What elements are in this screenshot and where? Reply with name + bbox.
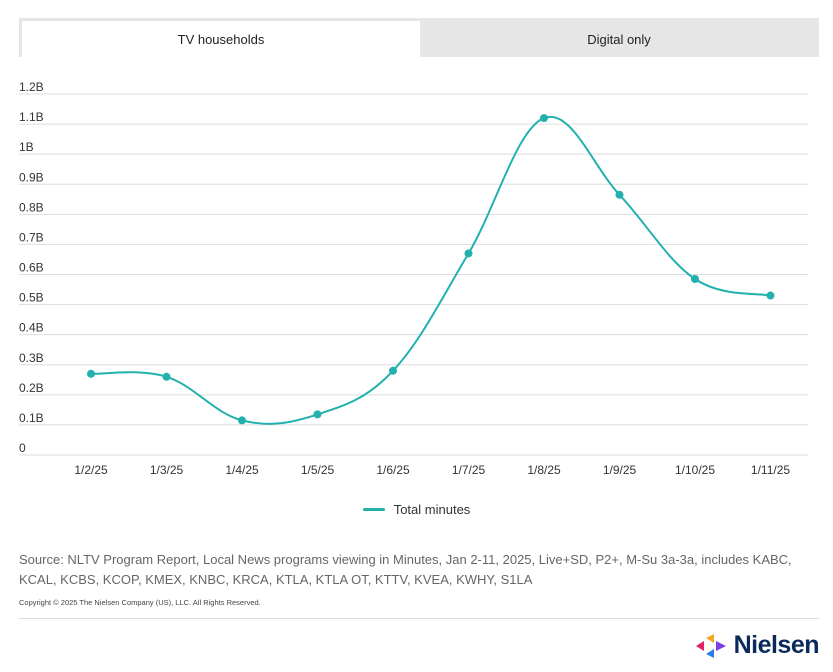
nielsen-logo: Nielsen (694, 631, 820, 660)
y-tick-label: 0 (19, 441, 26, 455)
nielsen-logo-text: Nielsen (733, 631, 820, 659)
y-tick-label: 0.2B (19, 381, 44, 395)
y-tick-label: 1.2B (19, 80, 44, 94)
y-tick-label: 1B (19, 140, 34, 154)
x-tick-label: 1/6/25 (376, 463, 410, 477)
data-point (766, 291, 775, 300)
series-line (90, 115, 771, 425)
x-tick-label: 1/11/25 (751, 463, 790, 477)
x-tick-label: 1/8/25 (527, 463, 561, 477)
y-tick-label: 0.4B (19, 321, 44, 335)
data-point (540, 114, 548, 123)
y-tick-label: 0.5B (19, 291, 44, 305)
source-note: Source: NLTV Program Report, Local News … (19, 552, 792, 587)
y-tick-label: 0.8B (19, 200, 44, 214)
data-point (238, 416, 246, 425)
tab-digital-only[interactable]: Digital only (420, 21, 818, 57)
data-point (87, 369, 95, 378)
data-point (615, 190, 624, 199)
x-tick-label: 1/9/25 (603, 463, 637, 477)
x-tick-label: 1/5/25 (301, 463, 335, 477)
x-tick-label: 1/7/25 (452, 463, 486, 477)
data-point (313, 410, 322, 419)
chart-legend[interactable]: Total minutes (0, 502, 833, 517)
x-tick-label: 1/10/25 (675, 463, 715, 477)
tab-bar: TV households Digital only (19, 18, 819, 57)
legend-label: Total minutes (393, 502, 471, 517)
y-tick-label: 0.7B (19, 230, 44, 244)
data-point (389, 366, 397, 375)
y-tick-label: 0.9B (19, 170, 44, 184)
y-tick-label: 0.6B (19, 261, 44, 275)
x-tick-label: 1/4/25 (225, 463, 259, 477)
data-point (691, 275, 699, 284)
tab-tv-households[interactable]: TV households (22, 21, 420, 57)
y-tick-label: 1.1B (19, 110, 44, 124)
y-tick-label: 0.3B (19, 351, 44, 365)
x-tick-label: 1/2/25 (74, 463, 108, 477)
y-tick-label: 0.1B (19, 411, 44, 425)
line-chart: 0 0.1B 0.2B 0.3B 0.4B 0.5B 0.6B 0.7B 0.8B 0.9B 1B 1… (19, 80, 808, 477)
divider (19, 618, 819, 619)
nielsen-logo-icon (695, 633, 726, 658)
x-tick-label: 1/3/25 (150, 463, 184, 477)
copyright-note: Copyright © 2025 The Nielsen Company (US… (19, 598, 261, 607)
data-point (162, 372, 171, 381)
legend-swatch (362, 508, 385, 511)
data-point (464, 249, 473, 258)
